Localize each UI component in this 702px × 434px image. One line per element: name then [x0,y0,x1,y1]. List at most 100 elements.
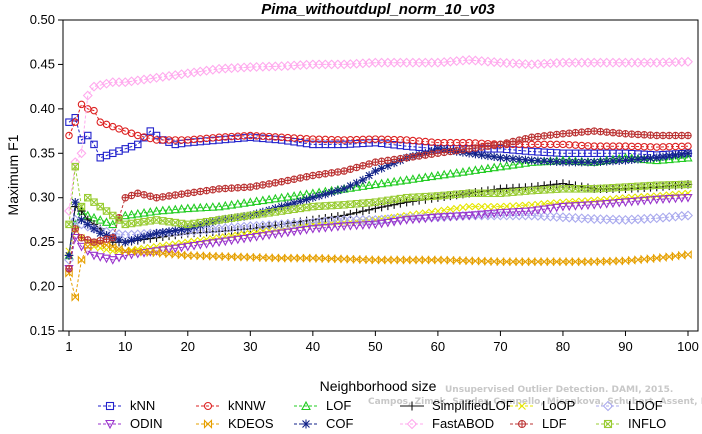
data-point-kdeos [165,249,173,259]
data-point-knnw [684,142,692,150]
data-point-odin [389,217,399,227]
data-point-odin [176,243,187,253]
data-point-odin [539,205,549,215]
data-point-odin [520,207,531,217]
legend-label-ldof: LDOF [628,398,663,413]
data-point-ldf [440,148,448,157]
data-point-odin [545,204,556,214]
data-point-kdeos [290,253,298,263]
data-point-odin [370,220,380,230]
legend-swatch-marker [518,402,526,410]
data-point-odin [239,234,249,244]
x-tick-label: 50 [368,339,382,354]
data-point-odin [251,233,262,242]
data-point-cof [202,219,211,228]
data-point-lof [276,192,287,202]
legend-label-simplifiedlof: SimplifiedLOF [432,398,514,413]
legend-label-odin: ODIN [130,416,163,431]
data-point-cof [514,155,524,164]
data-point-ldf [277,177,286,186]
x-tick-label: 100 [677,339,699,354]
x-tick-label: 1 [65,339,72,354]
data-point-loop [459,203,467,212]
data-point-ldf [396,154,405,163]
data-point-loop [571,197,580,206]
data-point-odin [89,251,99,261]
data-point-cof [327,188,336,197]
data-point-cof [640,154,649,163]
legend-swatch-marker [406,418,418,430]
data-point-cof [371,166,380,176]
legend-swatch-marker [407,401,417,411]
data-point-cof [346,181,355,191]
data-point-odin [458,212,468,221]
data-point-odin [602,200,612,209]
data-point-lof [445,168,456,178]
data-point-lof [251,196,262,206]
data-point-cof [296,197,305,206]
data-point-loop [471,203,480,211]
data-point-lof [283,191,293,201]
data-point-inflo [65,220,73,229]
data-point-knn [96,153,105,162]
data-point-simplifiedlof [77,206,86,216]
data-point-inflo [109,211,117,220]
data-point-cof [352,178,361,188]
data-point-odin [489,209,499,219]
data-point-kdeos [415,255,423,265]
data-point-ldf [159,193,167,201]
data-point-ldf [665,131,673,140]
data-point-odin [414,215,424,224]
data-point-lof [383,177,393,187]
data-point-ldof [614,214,625,225]
x-tick-label: 70 [493,339,507,354]
data-point-odin [552,203,562,213]
data-point-cof [558,157,568,167]
data-point-ldf [302,172,311,181]
data-point-odin [383,218,393,228]
data-point-odin [439,213,449,222]
series-line-knn [68,116,689,159]
data-point-fastabod [82,90,93,101]
data-point-ldf [371,158,380,166]
data-point-lof [514,159,524,168]
data-point-cof [496,153,505,162]
y-tick-label: 0.25 [30,234,55,249]
data-point-kdeos [665,252,673,262]
data-point-loop [440,206,448,214]
data-point-cof [577,157,586,167]
data-point-inflo [84,193,92,202]
data-point-odin [514,208,524,217]
x-tick-label: 30 [243,339,257,354]
data-point-knnw [115,125,123,133]
data-point-ldf [377,157,386,166]
chart-title: Pima_withoutdupl_norm_10_v03 [261,1,495,18]
data-point-cof [608,156,618,166]
data-point-lof [208,202,218,211]
data-point-lof [120,210,130,220]
data-point-kdeos [640,254,648,264]
data-point-lof [101,217,112,226]
data-point-odin [633,197,643,206]
data-point-odin [377,219,387,229]
data-point-knnw [71,118,80,126]
data-point-lof [670,153,681,163]
data-point-ldf [290,175,298,183]
data-point-ldf [71,225,80,233]
series-inflo [65,162,692,229]
data-point-knnw [96,118,105,126]
data-point-lof [370,179,380,189]
data-point-odin [333,222,343,232]
data-point-kdeos [340,254,348,264]
data-point-lof [495,161,506,171]
data-point-cof [64,251,74,260]
data-point-odin [245,233,255,243]
data-point-simplifiedlof [321,213,330,223]
data-point-odin [433,213,443,223]
data-point-knnw [77,100,86,109]
data-point-lof [464,166,474,175]
data-point-fastabod [501,58,512,68]
data-point-lof [433,170,443,180]
data-point-ldf [609,128,617,137]
data-point-cof [277,202,286,211]
